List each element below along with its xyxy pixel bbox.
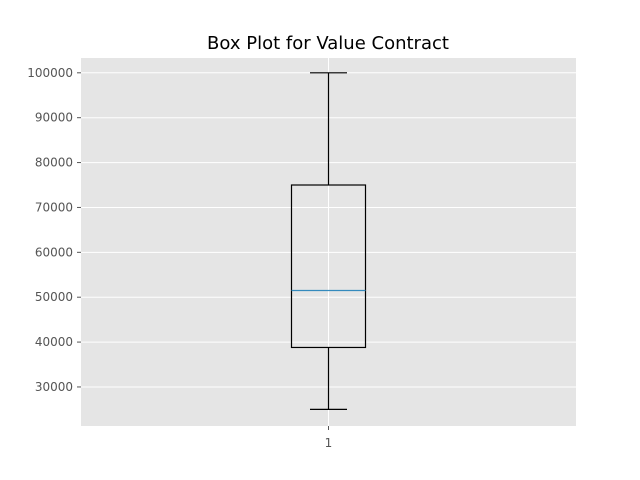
y-tick-label: 100000 xyxy=(27,66,73,80)
x-axis-ticks: 1 xyxy=(325,426,333,450)
x-tick-label: 1 xyxy=(325,436,333,450)
box-plot-elements xyxy=(290,72,367,410)
y-tick-label: 30000 xyxy=(35,380,73,394)
y-axis-ticks: 30000 40000 50000 60000 70000 80000 90000 10000… xyxy=(27,66,81,394)
iqr-box xyxy=(290,184,367,349)
y-tick-label: 90000 xyxy=(35,111,73,125)
y-tick-label: 50000 xyxy=(35,290,73,304)
y-tick-label: 60000 xyxy=(35,245,73,259)
y-tick-label: 70000 xyxy=(35,200,73,214)
chart-title: Box Plot for Value Contract xyxy=(207,33,449,54)
y-tick-label: 80000 xyxy=(35,156,73,170)
y-tick-label: 40000 xyxy=(35,335,73,349)
